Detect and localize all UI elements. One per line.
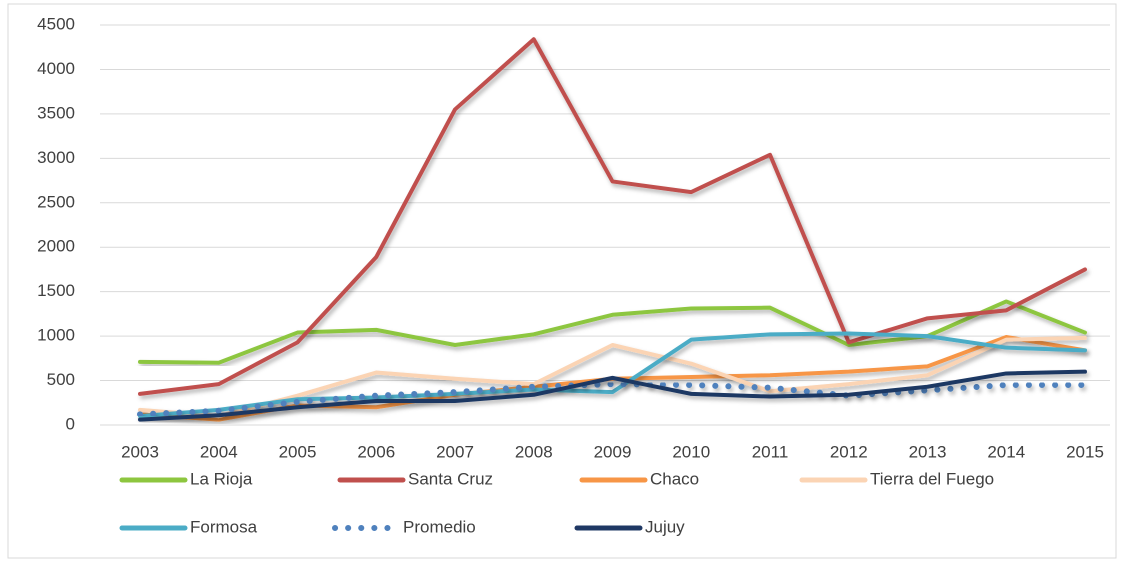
x-tick-label: 2015 xyxy=(1066,442,1104,461)
legend-label: Tierra del Fuego xyxy=(870,469,994,488)
x-tick-label: 2005 xyxy=(279,442,317,461)
legend-label: Santa Cruz xyxy=(408,469,493,488)
y-tick-label: 1500 xyxy=(37,281,75,300)
y-tick-label: 4000 xyxy=(37,59,75,78)
y-tick-label: 2500 xyxy=(37,192,75,211)
y-tick-label: 500 xyxy=(47,370,75,389)
y-tick-label: 3500 xyxy=(37,103,75,122)
y-tick-label: 3000 xyxy=(37,148,75,167)
legend-label: Promedio xyxy=(403,517,476,536)
x-tick-label: 2008 xyxy=(515,442,553,461)
x-tick-label: 2009 xyxy=(594,442,632,461)
series-line xyxy=(137,381,1088,418)
x-tick-label: 2011 xyxy=(752,442,789,461)
x-tick-label: 2014 xyxy=(987,442,1025,461)
x-tick-label: 2010 xyxy=(672,442,710,461)
legend-label: Chaco xyxy=(650,469,699,488)
series-line xyxy=(138,369,1087,422)
legend-label: Formosa xyxy=(190,517,258,536)
chart-border xyxy=(7,3,1117,559)
x-tick-label: 2004 xyxy=(200,442,238,461)
x-tick-label: 2012 xyxy=(830,442,868,461)
y-tick-label: 0 xyxy=(66,414,75,433)
x-tick-label: 2013 xyxy=(909,442,947,461)
series-line xyxy=(138,335,1087,419)
legend-label: Jujuy xyxy=(645,517,685,536)
x-tick-label: 2006 xyxy=(357,442,395,461)
legend-label: La Rioja xyxy=(190,469,253,488)
y-tick-label: 1000 xyxy=(37,326,75,345)
series-line xyxy=(138,37,1087,396)
x-tick-label: 2003 xyxy=(121,442,159,461)
y-tick-label: 4500 xyxy=(37,14,75,33)
x-tick-label: 2007 xyxy=(436,442,474,461)
y-tick-label: 2000 xyxy=(37,237,75,256)
